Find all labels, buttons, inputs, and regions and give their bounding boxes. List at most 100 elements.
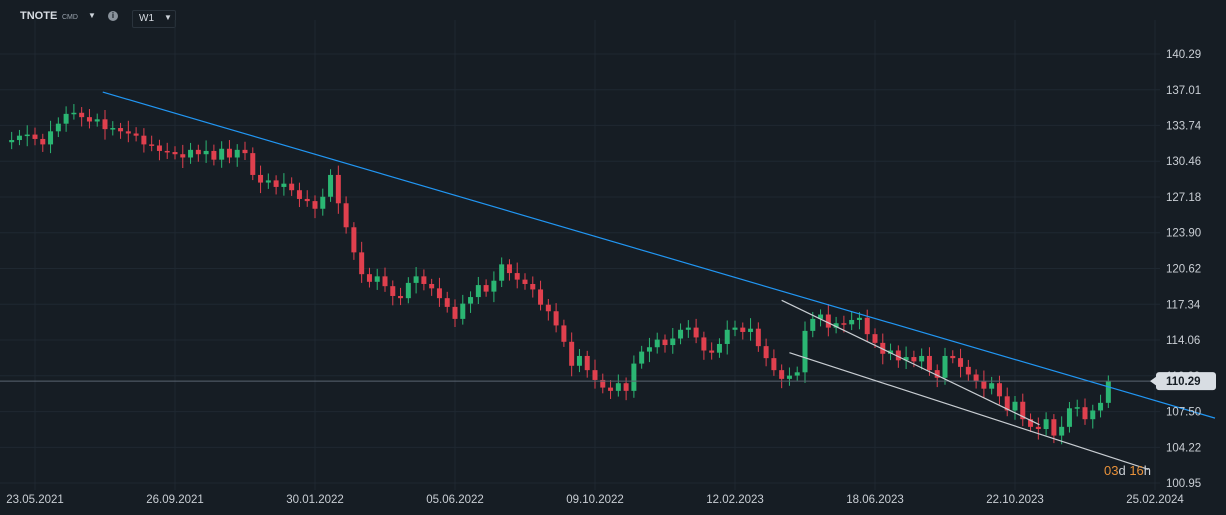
candle-body	[125, 131, 131, 134]
channel-upper-line	[781, 299, 1040, 426]
candle-body	[584, 355, 590, 371]
candle-body	[1074, 407, 1080, 409]
candle-body	[71, 112, 77, 115]
candle-body	[926, 355, 932, 371]
candle-body	[421, 276, 427, 284]
candle-body	[903, 357, 909, 361]
y-tick-label: 114.06	[1166, 335, 1200, 347]
candle-body	[841, 323, 847, 325]
main-resistance-line	[102, 91, 1216, 419]
y-tick-label: 140.29	[1166, 49, 1201, 61]
candle-body	[825, 314, 831, 328]
candle-body	[965, 366, 971, 375]
candle-body	[156, 145, 162, 151]
candle-body	[1066, 408, 1072, 427]
candle-body	[382, 276, 388, 287]
x-tick-label: 05.06.2022	[426, 494, 484, 506]
candle-body	[530, 283, 536, 290]
candle-body	[740, 327, 746, 332]
candle-body	[219, 148, 225, 160]
candle-body	[343, 203, 349, 228]
candle-body	[670, 338, 676, 346]
timeframe-select[interactable]: W1 ▼	[132, 10, 176, 28]
candle-body	[460, 303, 466, 319]
candle-body	[436, 288, 442, 299]
candle-body	[693, 327, 699, 338]
y-tick-label: 130.46	[1166, 156, 1201, 168]
candle-body	[514, 273, 520, 280]
countdown-hours-unit: h	[1143, 463, 1152, 478]
candle-body	[833, 323, 839, 328]
candle-body	[63, 113, 69, 124]
bar-countdown: 03d 16h	[1104, 463, 1151, 478]
candle-body	[499, 264, 505, 281]
candle-body	[211, 150, 217, 160]
candle-body	[755, 328, 761, 347]
candle-body	[786, 375, 792, 379]
candle-body	[149, 144, 155, 146]
y-tick-label: 104.22	[1166, 442, 1201, 454]
candle-body	[180, 154, 186, 158]
candle-body	[289, 183, 295, 191]
candle-body	[320, 196, 326, 209]
candle-body	[608, 387, 614, 391]
candle-body	[110, 128, 116, 130]
candle-body	[810, 318, 816, 331]
candle-body	[942, 355, 948, 378]
candle-body	[950, 355, 956, 359]
candle-body	[468, 297, 474, 304]
candle-body	[390, 286, 396, 296]
candle-body	[398, 295, 404, 299]
candle-body	[429, 283, 435, 289]
candle-body	[958, 358, 964, 367]
candle-body	[888, 350, 894, 354]
candle-body	[646, 347, 652, 352]
candle-body	[1043, 419, 1049, 430]
candle-body	[569, 341, 575, 366]
candle-body	[1028, 419, 1034, 427]
candle-body	[312, 201, 318, 209]
candle-body	[1098, 402, 1104, 411]
candle-body	[86, 117, 92, 122]
x-tick-label: 26.09.2021	[146, 494, 204, 506]
candle-body	[79, 112, 85, 118]
current-price-label: 110.29	[1166, 376, 1201, 388]
candle-body	[40, 138, 46, 145]
countdown-hours: 16	[1129, 463, 1144, 478]
candle-body	[615, 383, 621, 391]
info-icon[interactable]: i	[108, 11, 118, 21]
candle-body	[304, 198, 310, 202]
candle-body	[802, 330, 808, 373]
symbol-name[interactable]: TNOTE	[20, 10, 58, 22]
candle-body	[864, 317, 870, 335]
candle-body	[452, 306, 458, 319]
candle-body	[1004, 396, 1010, 411]
candle-body	[654, 339, 660, 348]
candle-body	[16, 135, 22, 141]
candle-body	[102, 119, 108, 130]
candle-body	[763, 346, 769, 359]
x-tick-label: 22.10.2023	[986, 494, 1044, 506]
candle-body	[258, 174, 264, 183]
candle-body	[880, 342, 886, 354]
x-tick-label: 25.02.2024	[1126, 494, 1184, 506]
channel-lower-line	[789, 352, 1149, 470]
candle-body	[538, 289, 544, 305]
candle-body	[522, 279, 528, 284]
y-tick-label: 100.95	[1166, 478, 1201, 490]
candle-body	[1051, 419, 1057, 436]
symbol-dropdown-icon[interactable]: ▼	[88, 11, 96, 20]
candle-body	[32, 134, 38, 139]
candle-body	[716, 343, 722, 353]
candle-body	[724, 329, 730, 344]
candle-body	[273, 180, 279, 187]
candle-body	[1020, 401, 1026, 420]
candle-body	[592, 370, 598, 380]
y-tick-label: 133.74	[1166, 120, 1202, 132]
candle-body	[203, 150, 209, 155]
current-price-tag-arrow	[1150, 376, 1157, 387]
candle-body	[685, 327, 691, 330]
symbol-type-label: CMD	[62, 14, 78, 21]
x-tick-label: 12.02.2023	[706, 494, 764, 506]
